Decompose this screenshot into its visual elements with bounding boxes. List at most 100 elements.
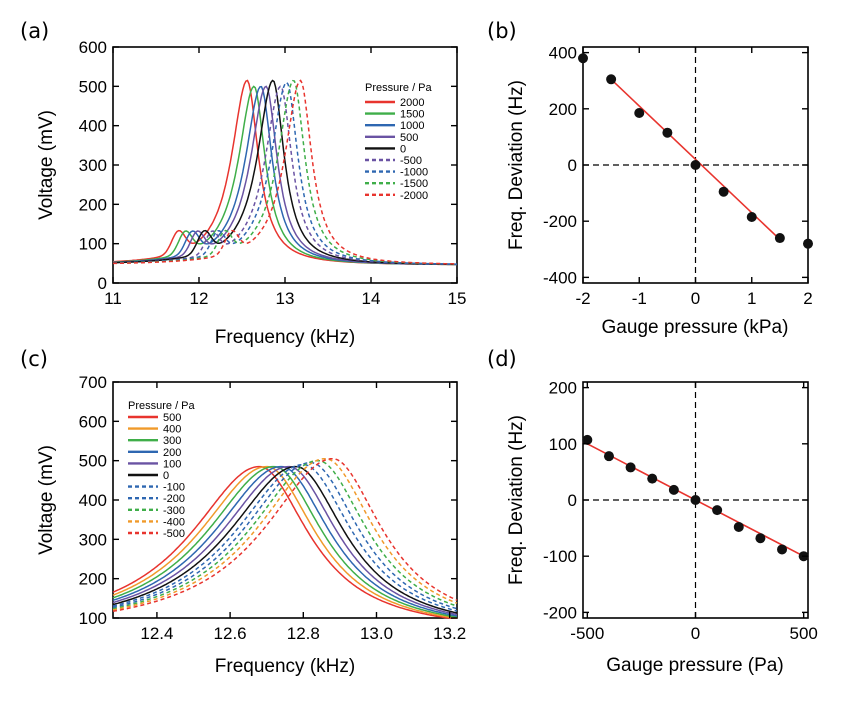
- series-line-400: [112, 465, 457, 619]
- legend-entry-label: -2000: [400, 190, 428, 202]
- y-tick-label: 600: [79, 38, 107, 57]
- data-point: [603, 451, 614, 462]
- x-tick-label: 13: [276, 289, 295, 308]
- panel-b-x-ticks: -2 -1 0 1 2: [575, 47, 813, 308]
- legend-entry-label: 100: [163, 458, 181, 470]
- data-point: [690, 160, 701, 170]
- panel-a-label: (a): [20, 19, 49, 43]
- legend-entry-label: -500: [400, 155, 422, 167]
- panel-c-legend: Pressure / Pa 5004003002001000-100-200-3…: [128, 400, 196, 540]
- series-line-0: [112, 465, 458, 614]
- legend-entry-label: -1000: [400, 167, 428, 179]
- data-point: [690, 495, 701, 505]
- y-tick-label: 300: [79, 156, 107, 175]
- data-point: [625, 462, 636, 473]
- y-tick-label: 300: [79, 530, 107, 549]
- series-line--400: [112, 457, 458, 611]
- legend-entry-label: -200: [163, 493, 185, 505]
- series-line--200: [112, 461, 458, 610]
- panel-c-label: (c): [20, 347, 48, 371]
- x-tick-label: 500: [789, 624, 817, 643]
- y-tick-label: 700: [79, 373, 107, 392]
- x-tick-label: 14: [362, 289, 381, 308]
- panel-b-points: [578, 53, 813, 249]
- y-tick-label: 600: [79, 412, 107, 431]
- series-line--100: [112, 463, 458, 612]
- x-tick-label: -500: [570, 624, 604, 643]
- x-tick-label: 13.0: [360, 624, 393, 643]
- y-tick-label: 200: [549, 100, 577, 119]
- legend-entry-label: 1500: [400, 109, 424, 121]
- data-point: [803, 238, 813, 249]
- panel-d-label: (d): [487, 347, 517, 371]
- data-point: [606, 74, 617, 85]
- y-tick-label: 400: [79, 491, 107, 510]
- panel-a-y-axis-title: Voltage (mV): [36, 110, 57, 220]
- panel-c-x-ticks: 12.4 12.6 12.8 13.0 13.2: [140, 382, 466, 643]
- y-tick-label: 200: [549, 379, 577, 398]
- panel-c-y-axis-title: Voltage (mV): [36, 445, 57, 555]
- panel-a-series: [112, 79, 457, 266]
- panel-d-points: [582, 434, 809, 562]
- y-tick-label: 500: [79, 77, 107, 96]
- panel-a-legend-title: Pressure / Pa: [365, 82, 433, 94]
- data-point: [647, 473, 658, 484]
- x-tick-label: 15: [448, 289, 467, 308]
- panel-b-y-axis-title: Freq. Deviation (Hz): [506, 80, 527, 250]
- panel-a-voltage-vs-frequency: (a) 11 12 13 14 15 0 100 200 300 400 500 600 Frequ…: [20, 19, 466, 348]
- panel-a-x-ticks: 11 12 13 14 15: [104, 47, 466, 308]
- x-tick-label: 0: [691, 624, 700, 643]
- panel-b-y-ticks: -400 -200 0 200 400: [543, 44, 808, 287]
- panel-d-x-ticks: -500 0 500: [570, 382, 818, 643]
- series-line--300: [112, 459, 458, 610]
- legend-entry-label: -100: [163, 482, 185, 494]
- panel-b-freq-deviation-vs-pressure-kpa: (b) -2 -1 0 1 2 -400 -200 0 200 400 Gauge pressu…: [487, 19, 813, 338]
- y-tick-label: 400: [79, 117, 107, 136]
- legend-entry-label: 200: [163, 447, 181, 459]
- panel-c-series: [112, 457, 458, 619]
- x-tick-label: 12: [190, 289, 209, 308]
- x-tick-label: 12.8: [287, 624, 320, 643]
- x-tick-label: -2: [575, 289, 590, 308]
- y-tick-label: 100: [79, 609, 107, 628]
- data-point: [662, 127, 673, 138]
- x-tick-label: 1: [747, 289, 756, 308]
- panel-d-x-axis-title: Gauge pressure (Pa): [606, 655, 783, 676]
- x-tick-label: 11: [104, 289, 122, 308]
- y-tick-label: 0: [568, 156, 577, 175]
- legend-entry-label: -500: [163, 528, 185, 540]
- data-point: [774, 233, 785, 244]
- y-tick-label: 0: [568, 491, 577, 510]
- x-tick-label: 12.6: [214, 624, 247, 643]
- data-point: [578, 53, 588, 64]
- y-tick-label: -100: [543, 547, 577, 566]
- data-point: [718, 186, 729, 197]
- y-tick-label: 500: [79, 452, 107, 471]
- legend-entry-label: 400: [163, 424, 181, 436]
- data-point: [746, 211, 757, 222]
- y-tick-label: -200: [543, 603, 577, 622]
- data-point: [582, 434, 593, 445]
- panel-a-y-ticks: 0 100 200 300 400 500 600: [79, 38, 457, 293]
- x-tick-label: 0: [691, 289, 700, 308]
- legend-entry-label: 0: [163, 470, 169, 482]
- legend-entry-label: 500: [400, 132, 418, 144]
- data-point: [634, 108, 645, 119]
- legend-entry-label: 1000: [400, 120, 424, 132]
- x-tick-label: 12.4: [140, 624, 173, 643]
- x-tick-label: -1: [632, 289, 647, 308]
- data-point: [668, 484, 679, 495]
- legend-entry-label: -400: [163, 516, 185, 528]
- y-tick-label: -400: [543, 268, 577, 287]
- series-line-500: [112, 465, 457, 619]
- legend-entry-label: 2000: [400, 97, 424, 109]
- y-tick-label: 200: [79, 570, 107, 589]
- legend-entry-label: 0: [400, 143, 406, 155]
- panel-b-label: (b): [487, 19, 517, 43]
- panel-d-y-ticks: -200 -100 0 100 200: [543, 379, 808, 622]
- data-point: [777, 544, 788, 555]
- panel-c-legend-title: Pressure / Pa: [128, 400, 196, 412]
